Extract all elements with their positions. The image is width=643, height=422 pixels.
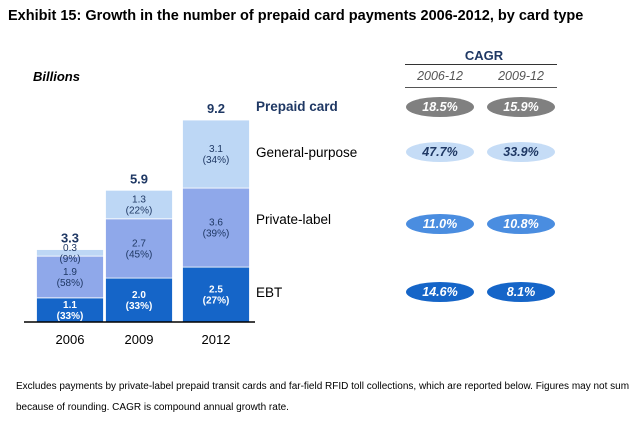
data-label-general-purpose-2012: (34%) — [203, 155, 230, 166]
period-2009-12: 2009-12 — [498, 69, 544, 83]
cagr-divider — [405, 64, 557, 65]
chart-title: Exhibit 15: Growth in the number of prep… — [8, 8, 584, 24]
data-label-private-label-2012: (39%) — [203, 229, 230, 240]
data-label-private-label-2012: 3.6 — [209, 218, 223, 229]
data-label-private-label-2009: 2.7 — [132, 238, 146, 249]
cagr-badge-private-2006-12: 11.0% — [406, 214, 474, 234]
unit-label: Billions — [33, 69, 80, 84]
period-2006-12: 2006-12 — [417, 69, 463, 83]
data-label-ebt-2006: (33%) — [57, 311, 84, 322]
data-label-general-purpose-2006: 0.3 — [63, 243, 77, 254]
bar-segment-general-purpose-2006 — [36, 249, 104, 257]
data-label-private-label-2009: (45%) — [126, 249, 153, 260]
cagr-badge-prepaid-2006-12: 18.5% — [406, 97, 474, 117]
x-tick-label-2006: 2006 — [56, 332, 85, 347]
data-label-general-purpose-2009: (22%) — [126, 206, 153, 217]
cagr-badge-general-2006-12: 47.7% — [406, 142, 474, 162]
data-label-general-purpose-2006: (9%) — [59, 254, 80, 265]
x-tick-label-2009: 2009 — [125, 332, 154, 347]
bar-segment-private-label-2012 — [182, 187, 250, 268]
bar-segment-private-label-2009 — [105, 218, 173, 279]
bar-segment-general-purpose-2012 — [182, 119, 250, 189]
cagr-badge-ebt-2009-12: 8.1% — [487, 282, 555, 302]
row-label-general-purpose: General-purpose — [256, 145, 358, 160]
stacked-bar-chart: 1.1(33%)1.9(58%)0.3(9%)3.320062.0(33%)2.… — [24, 101, 255, 347]
bar-segment-ebt-2006 — [36, 297, 104, 323]
x-tick-label-2012: 2012 — [202, 332, 231, 347]
data-label-ebt-2009: 2.0 — [132, 290, 146, 301]
total-label-2012: 9.2 — [207, 101, 225, 116]
row-label-private-label: Private-label — [256, 212, 332, 227]
data-label-private-label-2006: (58%) — [57, 278, 84, 289]
cagr-badge-prepaid-2009-12: 15.9% — [487, 97, 555, 117]
total-label-2006: 3.3 — [61, 231, 79, 246]
data-label-general-purpose-2012: 3.1 — [209, 144, 223, 155]
bar-segment-ebt-2009 — [105, 277, 173, 323]
row-label-prepaid-card: Prepaid card — [256, 99, 338, 114]
data-label-ebt-2006: 1.1 — [63, 300, 77, 311]
data-label-ebt-2009: (33%) — [126, 301, 153, 312]
total-label-2009: 5.9 — [130, 171, 148, 186]
data-label-general-purpose-2009: 1.3 — [132, 195, 146, 206]
bar-segment-general-purpose-2009 — [105, 189, 173, 220]
footnote: Excludes payments by private-label prepa… — [16, 381, 630, 413]
row-label-ebt: EBT — [256, 285, 283, 300]
cagr-badge-general-2009-12: 33.9% — [487, 142, 555, 162]
cagr-badge-private-2009-12: 10.8% — [487, 214, 555, 234]
data-label-private-label-2006: 1.9 — [63, 267, 77, 278]
data-label-ebt-2012: 2.5 — [209, 285, 223, 296]
cagr-badge-ebt-2006-12: 14.6% — [406, 282, 474, 302]
data-label-ebt-2012: (27%) — [203, 296, 230, 307]
period-divider — [405, 87, 557, 88]
cagr-header: CAGR — [464, 48, 504, 63]
